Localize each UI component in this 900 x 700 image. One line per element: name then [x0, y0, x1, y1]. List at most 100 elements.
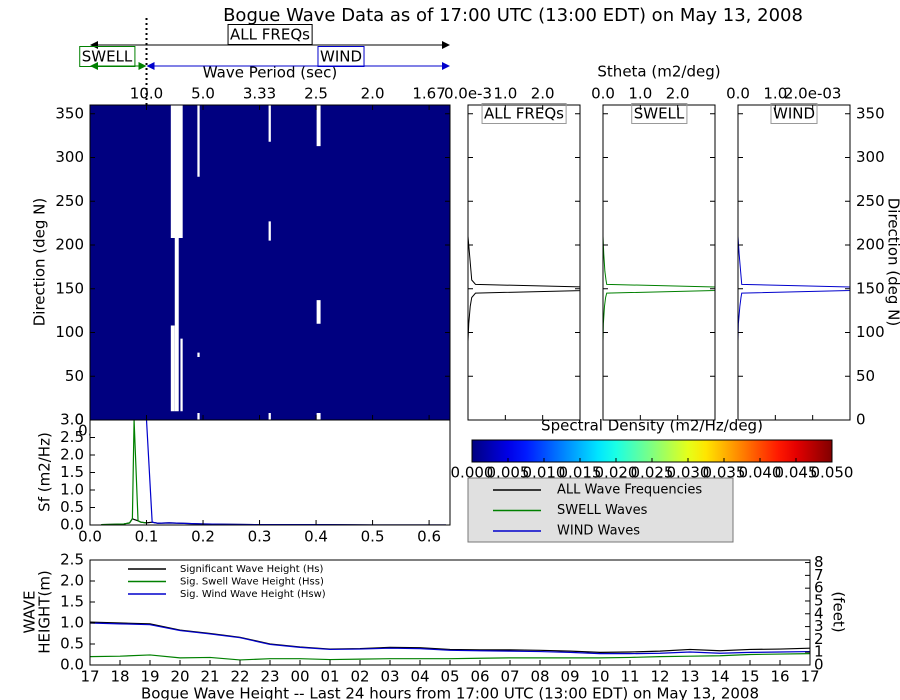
panel-title: WIND	[773, 105, 815, 123]
x-tick-label: 0.0	[726, 85, 750, 103]
x-tick-label: 0.1	[135, 528, 159, 546]
y-tick-label: 200	[856, 236, 885, 254]
x-tick-label: 04	[410, 668, 429, 686]
x-tick-label: 0.5	[361, 528, 385, 546]
y-tick-label: 0	[856, 411, 866, 429]
y2-tick-label: 5	[814, 591, 824, 609]
x-tick-label: 23	[260, 668, 279, 686]
missing-cell	[180, 338, 183, 412]
spectrum-line	[101, 420, 147, 525]
y-tick-label: 2.5	[60, 428, 84, 446]
y-tick-label: 1.0	[60, 481, 84, 499]
y2-tick-label: 8	[814, 553, 824, 571]
arrow-head	[442, 62, 450, 70]
panel-title: ALL FREQs	[484, 105, 564, 123]
x-tick-label: 07	[500, 668, 519, 686]
x-tick-label: 0.0	[591, 85, 615, 103]
x-tick-label: 19	[140, 668, 159, 686]
y-tick-label: 50	[65, 367, 84, 385]
panel-title-box	[481, 103, 567, 124]
y-tick-label: 150	[856, 279, 885, 297]
missing-cell	[197, 352, 200, 357]
x-tick-label: 1.0	[493, 85, 517, 103]
x-tick-label: 1.0	[763, 85, 787, 103]
direction-curve	[468, 105, 580, 420]
y2-tick-label: 7	[814, 566, 824, 584]
x-tick-label: 13	[680, 668, 699, 686]
panel-title-box	[631, 103, 688, 124]
legend-label: WIND Waves	[557, 524, 640, 539]
band-label-box	[317, 46, 365, 67]
x-tick-label: 0.4	[304, 528, 328, 546]
x-tick-label: 0.0e-3	[444, 85, 492, 103]
x-tick-label: 2.0	[666, 85, 690, 103]
x-tick-label: 11	[620, 668, 639, 686]
x-tick-label: 02	[350, 668, 369, 686]
height-line	[89, 653, 811, 661]
y2-axis-label: (feet)	[830, 591, 848, 632]
colorbar-label: Spectral Density (m2/Hz/deg)	[541, 417, 763, 435]
x2-tick-label: 2.0	[361, 85, 385, 103]
y-tick-label: 0	[74, 411, 84, 429]
colorbar-tick-label: 0.020	[595, 464, 638, 482]
y-axis-label: Direction (deg N)	[31, 198, 49, 327]
band-label: ALL FREQs	[230, 26, 310, 44]
x-tick-label: 0.2	[191, 528, 215, 546]
y-tick-label: 0.5	[60, 498, 84, 516]
legend-label: SWELL Waves	[557, 503, 648, 518]
x-tick-label: 0.3	[248, 528, 272, 546]
y2-tick-label: 0	[814, 656, 824, 674]
heatmap-field	[90, 105, 450, 420]
missing-cell	[170, 325, 175, 412]
y-tick-label: 0.5	[60, 635, 84, 653]
x-tick-label: 2.0e-03	[784, 85, 842, 103]
missing-cell	[316, 413, 321, 420]
plot-frame	[737, 104, 851, 421]
y-tick-label: 0.0	[60, 656, 84, 674]
x-tick-label: 10	[590, 668, 609, 686]
panel-title-box	[770, 103, 818, 124]
missing-cell	[268, 221, 271, 241]
colorbar-tick-label: 0.030	[667, 464, 710, 482]
height-line	[89, 621, 811, 654]
y-tick-label: 350	[55, 104, 84, 122]
band-label: SWELL	[82, 48, 133, 66]
y2-tick-label: 3	[814, 617, 824, 635]
band-label: WIND	[320, 48, 362, 66]
x-tick-label: 09	[560, 668, 579, 686]
arrow-head	[146, 62, 155, 70]
missing-cell	[197, 105, 200, 177]
y2-tick-label: 1	[814, 643, 824, 661]
y-axis-label: Direction (deg N)	[885, 198, 900, 327]
arrow-head	[442, 41, 450, 49]
x-tick-label: 01	[320, 668, 339, 686]
panel-bg	[603, 105, 715, 420]
y2-tick-label: 2	[814, 630, 824, 648]
x-tick-label: 22	[230, 668, 249, 686]
y-tick-label: 100	[856, 323, 885, 341]
colorbar-tick-label: 0.010	[523, 464, 566, 482]
y-tick-label: 1.5	[60, 593, 84, 611]
plot-frame	[467, 104, 581, 421]
legend-label: Sig. Wind Wave Height (Hsw)	[180, 589, 326, 600]
x-tick-label: 08	[530, 668, 549, 686]
y-tick-label: 2.0	[60, 446, 84, 464]
missing-cell	[268, 413, 271, 420]
x-tick-label: 12	[650, 668, 669, 686]
x-tick-label: 18	[110, 668, 129, 686]
missing-cell	[268, 105, 271, 142]
y-tick-label: 50	[856, 367, 875, 385]
y-tick-label: 150	[55, 279, 84, 297]
missing-cell	[197, 413, 200, 420]
x-tick-label: 17	[80, 668, 99, 686]
x2-tick-label: 5.0	[191, 85, 215, 103]
legend-label: Sig. Swell Wave Height (Hss)	[180, 577, 324, 588]
x-tick-label: 0.6	[417, 528, 441, 546]
panel-title: SWELL	[634, 105, 685, 123]
x-axis-label: Bogue Wave Height -- Last 24 hours from …	[141, 685, 759, 700]
colorbar-tick-label: 0.000	[451, 464, 494, 482]
y-tick-label: 350	[856, 104, 885, 122]
colorbar-tick-label: 0.045	[775, 464, 818, 482]
plot-frame	[602, 104, 716, 421]
band-label-box	[227, 24, 313, 45]
